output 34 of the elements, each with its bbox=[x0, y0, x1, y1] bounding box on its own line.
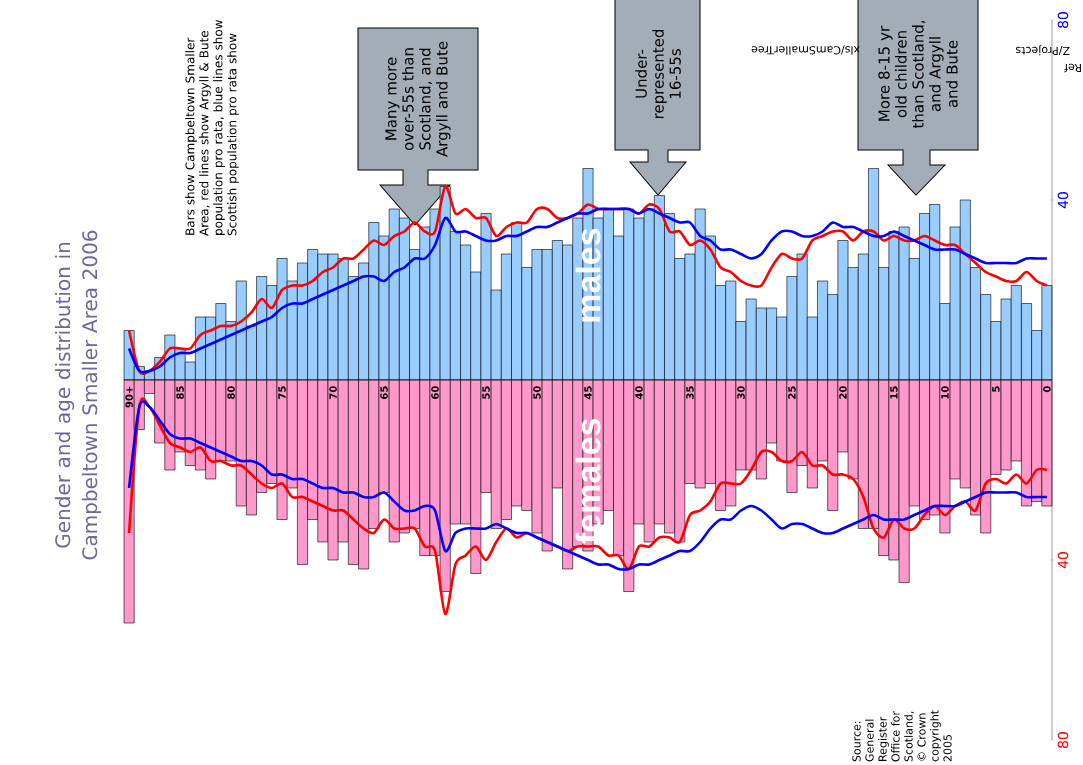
x-tick-label: 45 bbox=[584, 386, 592, 400]
x-tick-label: 85 bbox=[176, 386, 184, 399]
x-tick-label: 0 bbox=[1043, 386, 1051, 393]
series-label: males bbox=[575, 228, 601, 322]
x-tick-label: 40 bbox=[635, 386, 643, 400]
x-tick-label: 75 bbox=[278, 386, 286, 399]
annotation: xls/CamSmallerTree bbox=[751, 45, 860, 55]
annotation: Source: General Register Office for Scotland, © Crown copyright 2005 bbox=[852, 710, 952, 762]
x-tick-label: 65 bbox=[380, 386, 388, 399]
x-tick-label: 50 bbox=[533, 386, 541, 399]
annotation: More 8-15 yr old children than Scotland, and Argyll and Bute bbox=[878, 20, 958, 129]
y-tick-label: 80 bbox=[1057, 732, 1069, 748]
annotation: Bars show Campbeltown Smaller Area, red lines show Argyll & Bute population pro rata, blue lines show Scottish population pro rata show bbox=[185, 19, 239, 236]
x-tick-label: 80 bbox=[227, 386, 235, 399]
y-tick-label: 80 bbox=[1057, 12, 1069, 28]
annotation: Z/Projects bbox=[1015, 44, 1070, 56]
y-tick-label: 40 bbox=[1057, 192, 1069, 209]
x-tick-label: 30 bbox=[737, 386, 745, 399]
series-label: females bbox=[575, 418, 601, 544]
text: Gender and age distribution in Campbeltown Smaller Area 2006 bbox=[54, 230, 102, 560]
x-tick-label: 90+ bbox=[125, 386, 133, 408]
text: Ref bbox=[1064, 63, 1081, 73]
x-tick-label: 20 bbox=[839, 386, 847, 399]
x-tick-label: 35 bbox=[686, 386, 694, 399]
annotation: Many more over-55s than Scotland, and Argyll and Bute bbox=[385, 41, 451, 157]
x-tick-label: 60 bbox=[431, 386, 439, 399]
y-tick-label: 40 bbox=[1057, 552, 1069, 569]
x-tick-label: 10 bbox=[941, 386, 949, 399]
x-tick-label: 70 bbox=[329, 386, 337, 399]
x-tick-label: 25 bbox=[788, 386, 796, 399]
annotation: Under-represented 16-55s bbox=[635, 29, 681, 119]
x-tick-label: 15 bbox=[890, 386, 898, 399]
x-tick-label: 5 bbox=[992, 386, 1000, 392]
x-tick-label: 55 bbox=[482, 386, 490, 399]
